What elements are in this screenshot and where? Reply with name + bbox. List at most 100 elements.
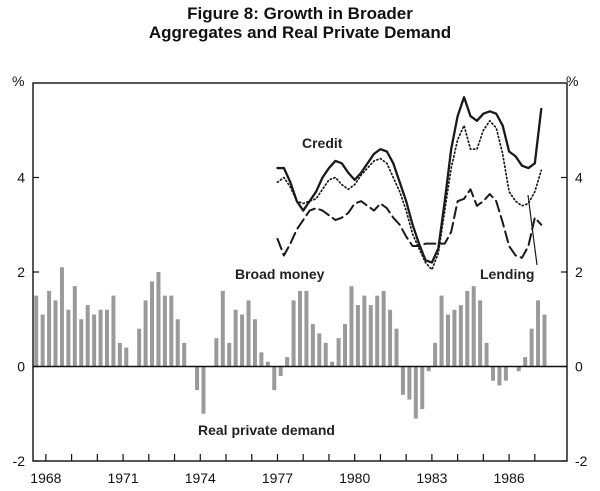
bar [381,290,386,367]
x-tick-label: 1971 [107,470,138,486]
bar [59,267,64,367]
bar [478,300,483,367]
y-tick-label-left: -2 [13,453,26,469]
bar [445,314,450,367]
chart-title: Figure 8: Growth in Broader [187,4,413,23]
bar [156,272,161,367]
credit-annotation: Credit [302,135,343,151]
bar [484,342,489,367]
bar [368,305,373,367]
bar [98,309,103,367]
lending-pointer [527,194,538,266]
bar [227,342,232,367]
bar [259,352,264,367]
bar [111,295,116,367]
bar [497,366,502,386]
bar [304,290,309,367]
real-private-demand-annotation: Real private demand [198,422,335,438]
bar [413,366,418,419]
bar [150,281,155,367]
bar [542,314,547,367]
bar [137,328,142,367]
bar [40,314,45,367]
y-tick-label-right: 2 [575,264,583,280]
bar [433,342,438,367]
lines-group [276,96,543,271]
bar [317,333,322,367]
bar [47,290,52,367]
y-tick-label-right: 4 [575,170,583,186]
series-broad-money [276,119,543,271]
chart-subtitle: Aggregates and Real Private Demand [148,23,452,42]
bar [400,366,405,395]
bar [246,300,251,367]
bar [349,286,354,367]
bar [336,338,341,367]
bar [298,290,302,367]
broad-money-annotation: Broad money [235,266,325,282]
x-tick-label: 1974 [185,470,216,486]
bar [503,366,508,381]
y-tick-label-left: 0 [17,359,25,375]
bar [124,347,129,367]
x-tick-label: 1983 [416,470,447,486]
bar [233,309,238,367]
y-tick-label-left: 2 [17,264,25,280]
bar [79,319,84,367]
y-tick-label-left: 4 [17,170,25,186]
x-tick-label: 1986 [494,470,525,486]
bar [323,342,328,367]
bar [491,366,496,381]
bar [529,328,534,367]
bar [516,366,521,372]
bar [291,300,296,367]
bar [426,366,431,372]
bar [278,366,283,376]
bars-group [34,267,547,419]
bar [523,357,528,367]
bar [162,295,167,367]
bar [343,323,348,367]
bar [252,319,257,367]
bar [388,309,393,367]
bar [195,366,200,391]
y-tick-label-right: -2 [575,453,588,469]
bar [471,286,476,367]
bar [285,357,290,367]
bar [175,319,180,367]
bar [355,305,360,367]
y-tick-label-right: 0 [575,359,583,375]
bar [536,300,541,367]
bar [458,305,463,367]
bar [310,323,315,367]
bar [169,295,174,367]
bar [182,342,187,367]
bar [34,295,39,367]
bar [330,361,335,367]
x-tick-label: 1977 [262,470,293,486]
bar [265,361,270,367]
bar [220,290,225,367]
bar [362,295,367,367]
x-tick-label: 1968 [30,470,61,486]
series-credit [276,96,543,264]
y-unit-right: % [566,73,578,89]
bar [394,328,399,367]
axes-group: -2 -2 0 0 2 2 4 4 1968 1971 1974 1977 1980 1983 1986 [13,82,588,486]
bar [201,366,206,414]
bar [452,309,457,367]
bar [240,314,245,367]
bar [407,366,412,400]
y-unit-left: % [12,73,24,89]
bar [272,366,277,391]
bar [92,314,97,367]
lending-annotation: Lending [480,266,534,282]
bar [66,309,71,367]
bar [104,309,109,367]
bar [85,305,90,367]
bar [143,300,148,367]
bar [439,295,444,367]
series-lending [276,188,543,259]
bar [72,286,77,367]
